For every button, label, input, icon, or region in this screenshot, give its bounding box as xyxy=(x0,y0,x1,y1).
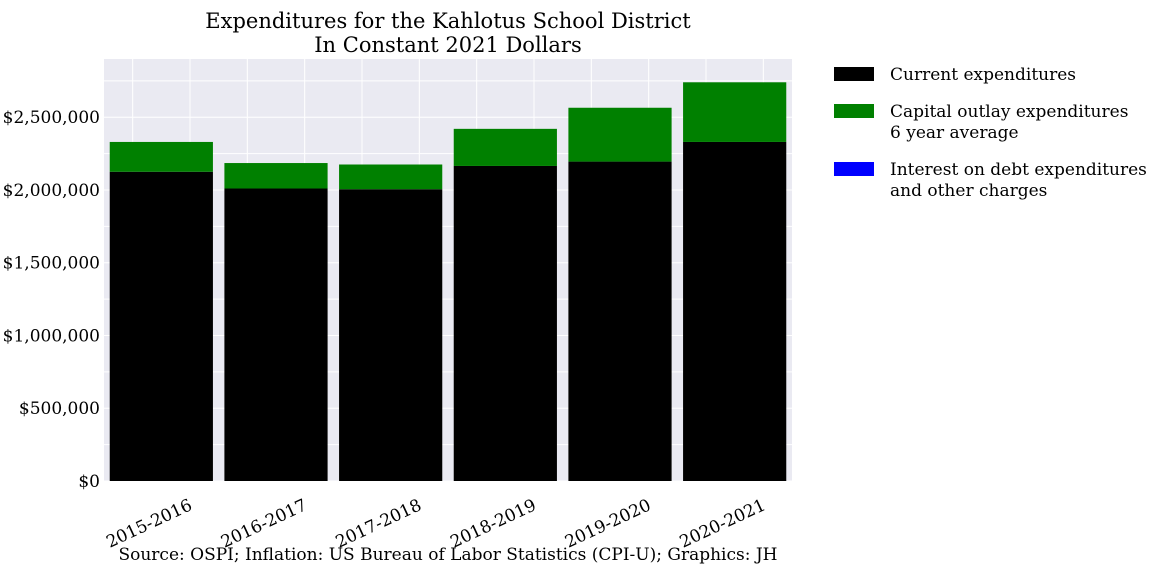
bar-2017-2018-series-0 xyxy=(339,189,443,482)
bars xyxy=(109,82,787,482)
y-tick-label: $1,500,000 xyxy=(3,254,100,274)
legend: Current expenditures Capital outlay expen… xyxy=(834,65,1147,201)
source-note: Source: OSPI; Inflation: US Bureau of La… xyxy=(118,545,777,565)
chart-subtitle: In Constant 2021 Dollars xyxy=(314,33,581,57)
chart-title: Expenditures for the Kahlotus School Dis… xyxy=(205,9,691,33)
x-tick-label: 2015-2016 xyxy=(103,495,195,552)
y-tick-label: $2,000,000 xyxy=(3,181,100,201)
bar-2020-2021-series-0 xyxy=(683,141,787,481)
y-tick-label: $1,000,000 xyxy=(3,326,100,346)
y-tick-label: $2,500,000 xyxy=(3,108,100,128)
x-tick-label: 2016-2017 xyxy=(218,495,310,552)
legend-swatch-1 xyxy=(834,104,874,118)
bar-2015-2016-series-1 xyxy=(109,141,213,172)
x-tick-label: 2020-2021 xyxy=(677,495,769,552)
bar-2016-2017-series-1 xyxy=(224,163,328,189)
bar-2015-2016-series-0 xyxy=(109,171,213,481)
x-tick-label: 2019-2020 xyxy=(562,495,654,552)
x-tick-label: 2017-2018 xyxy=(333,495,425,552)
legend-label-2: Interest on debt expenditures and other c… xyxy=(890,160,1147,201)
bar-2018-2019-series-1 xyxy=(453,128,557,166)
bar-2018-2019-series-0 xyxy=(453,165,557,481)
x-tick-label: 2018-2019 xyxy=(447,495,539,552)
y-tick-label: $0 xyxy=(78,472,100,492)
bar-2017-2018-series-1 xyxy=(339,164,443,190)
legend-label-1: Capital outlay expenditures 6 year averag… xyxy=(890,102,1128,143)
y-axis: $0 $500,000 $1,000,000 $1,500,000 $2,000,000… xyxy=(3,108,100,492)
legend-swatch-0 xyxy=(834,67,874,81)
bar-2016-2017-series-0 xyxy=(224,188,328,481)
bar-2020-2021-series-1 xyxy=(683,82,787,142)
legend-label-0: Current expenditures xyxy=(890,65,1076,85)
x-axis: 2015-2016 2016-2017 2017-2018 2018-2019 2019… xyxy=(103,495,768,552)
bar-2019-2020-series-0 xyxy=(568,161,672,481)
bar-2019-2020-series-1 xyxy=(568,107,672,162)
plot-background xyxy=(104,59,792,481)
y-tick-label: $500,000 xyxy=(19,399,100,419)
legend-swatch-2 xyxy=(834,162,874,176)
plot-area xyxy=(104,59,792,481)
